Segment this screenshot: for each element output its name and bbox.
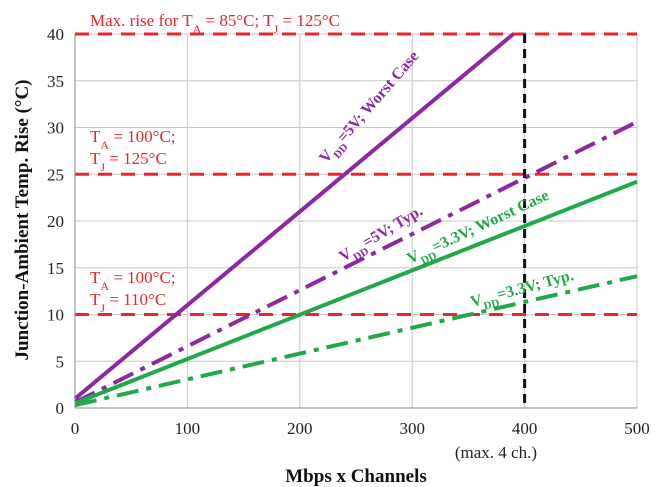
- series-line: [74, 179, 638, 406]
- y-tick-label: 5: [56, 352, 65, 371]
- x-tick-label: 200: [287, 419, 313, 438]
- x-tick-label: 300: [399, 419, 425, 438]
- axes: [74, 34, 637, 409]
- y-tick-label: 0: [56, 399, 65, 418]
- y-tick-label: 20: [47, 212, 64, 231]
- max-channels-note: (max. 4 ch.): [455, 443, 537, 462]
- series-lines: [73, 32, 638, 408]
- x-tick-label: 0: [71, 419, 80, 438]
- x-tick-label: 500: [624, 419, 650, 438]
- y-tick-label: 35: [47, 72, 64, 91]
- series-line: [74, 274, 638, 408]
- tick-labels: 0 100 200 300 400 500 0 5 10 15 20 25 30 35 40: [47, 25, 650, 438]
- limit-lines: [75, 32, 637, 316]
- x-tick-label: 100: [175, 419, 201, 438]
- y-axis-title: Junction-Ambient Temp. Rise (°C): [12, 79, 33, 360]
- limit10-annotation-line2: TJ = 110°C: [90, 290, 166, 315]
- y-tick-label: 40: [47, 25, 64, 44]
- x-tick-label: 400: [512, 419, 538, 438]
- y-tick-label: 25: [47, 165, 64, 184]
- limit25-annotation-line2: TJ = 125°C: [90, 149, 167, 174]
- y-tick-label: 30: [47, 119, 64, 138]
- gridlines: [74, 33, 638, 409]
- max-rise-annotation: Max. rise for TA = 85°C; TJ = 125°C: [90, 11, 340, 36]
- series-line: [73, 32, 515, 401]
- y-tick-label: 15: [47, 259, 64, 278]
- limit25-annotation-line1: TA = 100°C;: [90, 127, 176, 152]
- x-axis-title: Mbps x Channels: [285, 466, 427, 487]
- y-tick-label: 10: [47, 306, 64, 325]
- limit10-annotation-line1: TA = 100°C;: [90, 268, 176, 293]
- series-line: [74, 120, 638, 405]
- series-label-33v-typ: VDD=3.3V; Typ.: [469, 267, 577, 316]
- series-label-33v-worst: VDD=3.3V; Worst Case: [405, 187, 554, 272]
